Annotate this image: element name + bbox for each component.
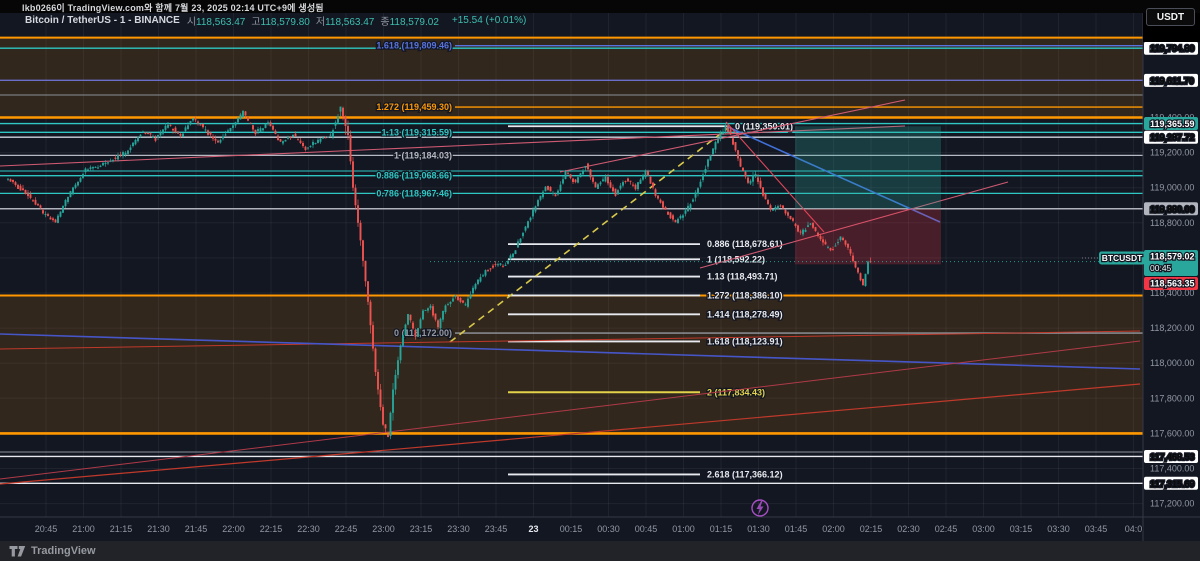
- svg-text:00:15: 00:15: [560, 524, 583, 534]
- svg-text:117,468.53: 117,468.53: [1150, 452, 1195, 462]
- ohlc-field: 종118,579.02: [380, 17, 439, 28]
- svg-text:117,400.00: 117,400.00: [1150, 464, 1194, 474]
- svg-text:02:15: 02:15: [860, 524, 883, 534]
- svg-text:23: 23: [528, 524, 538, 534]
- price-level-label: [1144, 130, 1198, 144]
- price-level-label: [1144, 202, 1198, 216]
- svg-text:02:45: 02:45: [935, 524, 958, 534]
- svg-text:119,200.00: 119,200.00: [1150, 148, 1194, 158]
- svg-text:118,880.00: 118,880.00: [1150, 204, 1195, 214]
- svg-text:118,200.00: 118,200.00: [1150, 323, 1194, 333]
- svg-text:118,800.00: 118,800.00: [1150, 218, 1194, 228]
- price-level-label: [1144, 476, 1198, 490]
- svg-text:118,563.35: 118,563.35: [1150, 279, 1195, 289]
- svg-text:0 (118,172.00): 0 (118,172.00): [394, 328, 452, 338]
- price-level-label: [1144, 73, 1198, 87]
- svg-text:22:00: 22:00: [222, 524, 245, 534]
- svg-text:22:45: 22:45: [335, 524, 358, 534]
- symbol-info-bar: Bitcoin / TetherUS - 1 - BINANCE 시118,56…: [25, 13, 527, 28]
- svg-text:1.272 (118,386.10): 1.272 (118,386.10): [707, 290, 783, 300]
- svg-text:1 (118,592.22): 1 (118,592.22): [707, 254, 765, 264]
- svg-text:119,611.70: 119,611.70: [1150, 76, 1194, 86]
- position-stop-box: [795, 208, 941, 265]
- svg-text:0 (119,350.01): 0 (119,350.01): [735, 121, 793, 131]
- svg-text:02:00: 02:00: [822, 524, 845, 534]
- tradingview-logo-icon[interactable]: [9, 545, 26, 558]
- price-zone: [0, 295, 1143, 434]
- svg-text:1.618 (119,809.46): 1.618 (119,809.46): [376, 41, 452, 51]
- svg-text:23:30: 23:30: [447, 524, 470, 534]
- symbol-tag: [1099, 251, 1145, 265]
- svg-text:04:0: 04:0: [1125, 524, 1143, 534]
- svg-text:01:30: 01:30: [747, 524, 770, 534]
- tradingview-logo-text[interactable]: TradingView: [31, 545, 96, 557]
- svg-text:00:45: 00:45: [1150, 263, 1172, 273]
- ohlc-field: 저118,563.47: [315, 17, 375, 28]
- svg-text:21:45: 21:45: [185, 524, 208, 534]
- svg-text:118,579.02: 118,579.02: [1150, 252, 1195, 262]
- alert-price-label: [1144, 277, 1198, 290]
- svg-text:03:30: 03:30: [1047, 524, 1070, 534]
- svg-text:01:15: 01:15: [710, 524, 733, 534]
- price-level-label: [1144, 41, 1198, 55]
- svg-text:1.618 (118,123.91): 1.618 (118,123.91): [707, 336, 783, 346]
- symbol-title[interactable]: Bitcoin / TetherUS - 1 - BINANCE: [25, 15, 180, 26]
- svg-text:0.886 (119,068.66): 0.886 (119,068.66): [376, 171, 452, 181]
- svg-text:21:00: 21:00: [72, 524, 95, 534]
- svg-text:21:15: 21:15: [110, 524, 133, 534]
- svg-text:03:45: 03:45: [1085, 524, 1108, 534]
- svg-text:1.272 (119,459.30): 1.272 (119,459.30): [376, 102, 452, 112]
- svg-text:119,794.80: 119,794.80: [1150, 44, 1195, 54]
- svg-text:117,315.69: 117,315.69: [1150, 479, 1195, 489]
- svg-text:00:30: 00:30: [597, 524, 620, 534]
- svg-text:1.414 (118,278.49): 1.414 (118,278.49): [707, 309, 783, 319]
- price-zone: [0, 37, 1143, 118]
- svg-text:03:15: 03:15: [1010, 524, 1033, 534]
- ohlc-field: 시118,563.47: [186, 17, 246, 28]
- svg-text:2 (117,834.43): 2 (117,834.43): [707, 387, 765, 397]
- svg-text:23:15: 23:15: [410, 524, 433, 534]
- position-target-box: [795, 126, 941, 209]
- change-value: +15.54 (+0.01%): [451, 15, 527, 26]
- attribution-text: lkb0266이 TradingView.com와 함께 7월 23, 2025…: [22, 3, 324, 13]
- svg-text:23:00: 23:00: [372, 524, 395, 534]
- svg-text:20:45: 20:45: [35, 524, 58, 534]
- svg-text:02:30: 02:30: [897, 524, 920, 534]
- svg-text:22:15: 22:15: [260, 524, 283, 534]
- svg-text:00:45: 00:45: [635, 524, 658, 534]
- currency-toggle-button[interactable]: USDT: [1146, 8, 1195, 26]
- svg-text:1 (119,184.03): 1 (119,184.03): [394, 150, 452, 160]
- svg-text:119,287.72: 119,287.72: [1150, 133, 1195, 143]
- candles: [7, 106, 872, 440]
- svg-text:BTCUSDT: BTCUSDT: [1102, 253, 1143, 263]
- price-level-label: [1144, 449, 1198, 463]
- attribution-bar: lkb0266이 TradingView.com와 함께 7월 23, 2025…: [0, 0, 1200, 13]
- ohlc-values: 시118,563.47 고118,579.80 저118,563.47 종118,57…: [187, 13, 445, 28]
- svg-text:23:45: 23:45: [485, 524, 508, 534]
- svg-text:01:00: 01:00: [672, 524, 695, 534]
- svg-text:1.13 (119,315.59): 1.13 (119,315.59): [381, 127, 452, 137]
- svg-text:119,000.00: 119,000.00: [1150, 183, 1194, 193]
- svg-text:117,800.00: 117,800.00: [1150, 393, 1194, 403]
- svg-text:117,200.00: 117,200.00: [1150, 499, 1194, 509]
- svg-text:01:45: 01:45: [785, 524, 808, 534]
- lightning-icon: [751, 499, 769, 517]
- svg-text:1.13 (118,493.71): 1.13 (118,493.71): [707, 272, 778, 282]
- price-level-label: [1144, 117, 1198, 131]
- svg-text:2.618 (117,366.12): 2.618 (117,366.12): [707, 469, 783, 479]
- svg-text:119,365.59: 119,365.59: [1150, 119, 1195, 129]
- svg-text:0.886 (118,678.61): 0.886 (118,678.61): [707, 239, 783, 249]
- svg-text:03:00: 03:00: [972, 524, 995, 534]
- svg-text:118,000.00: 118,000.00: [1150, 358, 1194, 368]
- svg-text:21:30: 21:30: [147, 524, 170, 534]
- last-price-label: [1144, 250, 1198, 276]
- svg-text:117,600.00: 117,600.00: [1150, 428, 1194, 438]
- svg-text:0.786 (118,967.46): 0.786 (118,967.46): [376, 188, 452, 198]
- ohlc-field: 고118,579.80: [251, 17, 310, 28]
- bottom-brand-bar: TradingView: [0, 541, 1200, 561]
- svg-text:22:30: 22:30: [297, 524, 320, 534]
